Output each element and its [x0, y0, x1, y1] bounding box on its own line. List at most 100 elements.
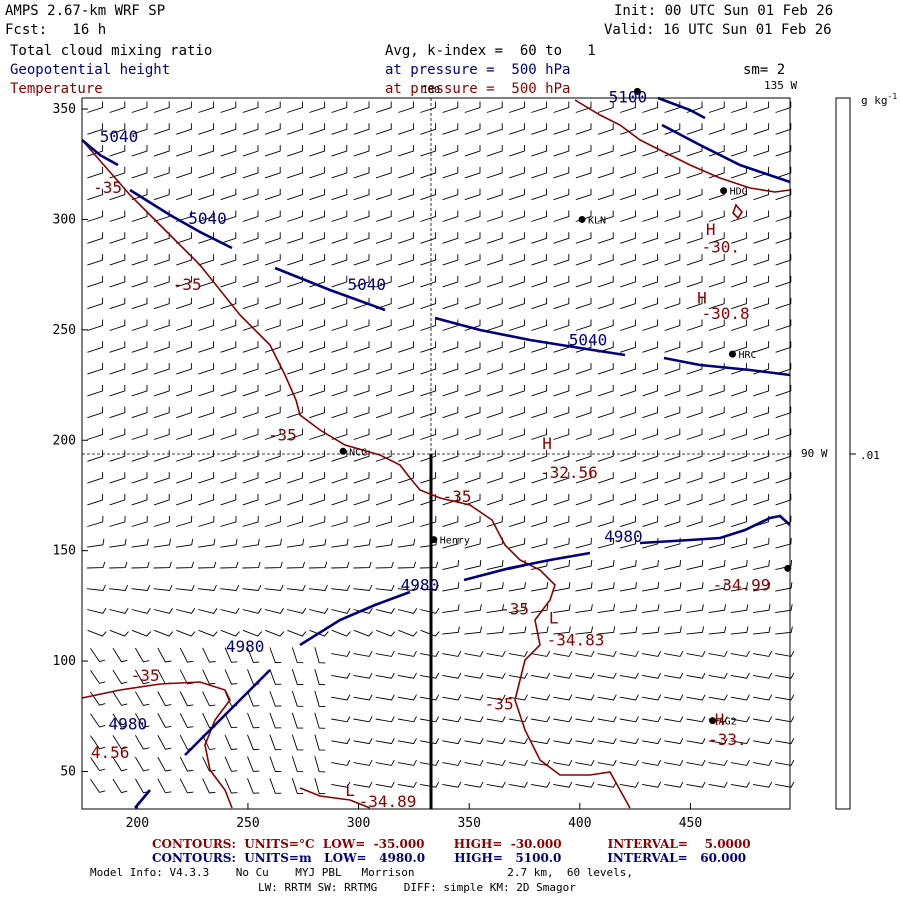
wind-barb	[131, 363, 148, 375]
wind-barb	[242, 319, 259, 331]
wind-barb	[553, 694, 573, 701]
wind-barb	[686, 145, 703, 157]
station-marker	[709, 717, 717, 725]
wind-barb	[775, 604, 793, 614]
wind-barb	[375, 584, 395, 591]
wind-barb	[176, 319, 192, 331]
wind-barb	[730, 738, 750, 745]
model-info: Model Info: V4.3.3 No Cu MYJ PBL Morriso…	[90, 866, 634, 879]
wind-barb	[730, 716, 750, 723]
temperature-contour-label: -34.83	[547, 631, 605, 650]
wind-barb	[375, 716, 395, 723]
wind-barb	[309, 538, 327, 548]
wind-barb	[220, 584, 240, 591]
wind-barb	[664, 275, 681, 288]
wind-barb	[398, 341, 414, 353]
wind-barb	[486, 472, 503, 484]
wind-barb	[597, 650, 617, 657]
wind-barb	[198, 608, 218, 614]
wind-barb	[708, 254, 725, 266]
wind-barb	[286, 538, 305, 548]
wind-barb	[442, 694, 462, 701]
station-marker	[784, 564, 792, 572]
wind-barb	[242, 232, 259, 244]
wind-barb	[708, 626, 727, 635]
wind-barb	[486, 210, 503, 222]
wind-barb	[353, 515, 370, 527]
wind-barb	[197, 584, 217, 591]
wind-barb	[753, 450, 770, 462]
wind-barb	[397, 759, 417, 766]
wind-barb	[269, 756, 282, 772]
wind-barb	[397, 738, 417, 745]
wind-barb	[420, 428, 437, 440]
wind-barb	[575, 781, 595, 788]
wind-barb	[331, 406, 348, 419]
wind-barb	[619, 694, 639, 701]
wind-barb	[597, 672, 617, 679]
wind-barb	[176, 629, 196, 637]
wind-barb	[247, 647, 260, 663]
wind-barbs	[86, 101, 795, 795]
wind-barb	[331, 759, 351, 766]
wind-barb	[375, 493, 392, 506]
wind-barb	[531, 406, 548, 419]
wind-barb	[575, 428, 592, 440]
wind-barb	[331, 672, 351, 679]
wind-barb	[619, 759, 639, 766]
wind-barb	[575, 145, 592, 157]
wind-barb	[464, 604, 482, 614]
wind-barb	[331, 561, 350, 569]
wind-barb	[642, 515, 659, 528]
wind-barb	[287, 145, 303, 157]
wind-barb	[775, 363, 792, 375]
wind-barb	[775, 232, 792, 244]
wind-barb	[730, 672, 750, 679]
wind-barb	[509, 341, 525, 353]
wind-barb	[509, 493, 525, 506]
wind-barb	[442, 672, 462, 679]
wind-barb	[264, 584, 284, 591]
wind-barb	[753, 363, 770, 375]
wind-barb	[420, 188, 437, 201]
wind-barb	[642, 650, 662, 657]
wind-barb	[664, 428, 681, 440]
wind-barb	[642, 604, 660, 614]
wind-barb	[242, 275, 259, 288]
wind-barb	[464, 515, 481, 528]
wind-barb	[157, 691, 172, 707]
wind-barb	[620, 145, 636, 157]
wind-barb	[198, 188, 215, 201]
wind-barb	[109, 450, 126, 462]
wind-barb	[553, 582, 571, 592]
temperature-contour-label: 4.56	[91, 743, 130, 762]
wind-barb	[87, 493, 104, 506]
wind-barb	[597, 275, 614, 288]
wind-barb	[176, 123, 192, 135]
wind-barb	[331, 275, 348, 288]
wind-barb	[642, 232, 659, 244]
wind-barb	[708, 559, 726, 571]
wind-barb	[87, 384, 104, 397]
wind-barb	[664, 515, 681, 528]
wind-barb	[375, 166, 392, 179]
wind-barb	[553, 101, 570, 113]
wind-barb	[309, 145, 326, 157]
wind-barb	[464, 341, 481, 353]
temperature-contour	[299, 787, 371, 809]
wind-barb	[397, 650, 417, 657]
wind-barb	[153, 188, 170, 201]
wind-barb	[375, 694, 395, 701]
wind-barb	[198, 254, 215, 266]
wind-barb	[575, 472, 592, 484]
wind-barb	[176, 341, 192, 353]
wind-barb	[686, 582, 704, 592]
wind-barb	[331, 297, 348, 310]
wind-barb	[331, 428, 348, 440]
wind-barb	[109, 428, 126, 440]
wind-barb	[153, 493, 170, 506]
field-temperature-label: Temperature	[10, 81, 103, 97]
wind-barb	[291, 734, 304, 751]
wind-barb	[264, 166, 281, 179]
wind-barb	[220, 166, 237, 179]
